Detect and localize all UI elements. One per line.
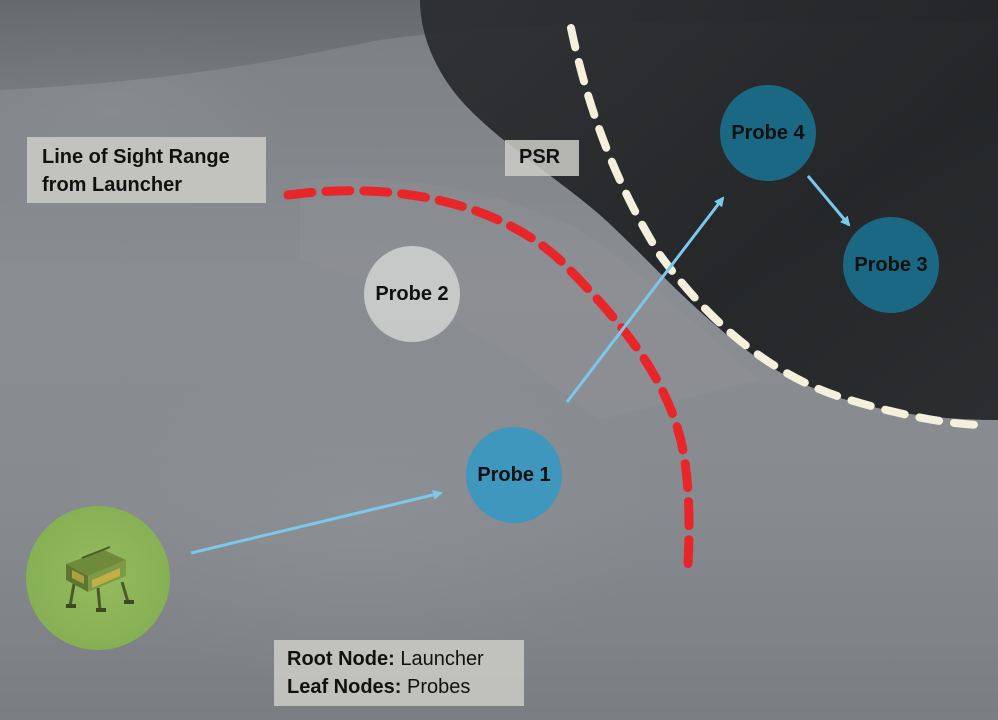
line-of-sight-boundary <box>283 186 694 570</box>
legend-leaf-row: Leaf Nodes: Probes <box>287 673 524 701</box>
arrow-launcher-to-probe-1 <box>190 490 443 555</box>
legend-root-key: Root Node: <box>287 648 395 670</box>
probe-3-node: Probe 3 <box>843 217 939 313</box>
line-of-sight-label-line-1: Line of Sight Range <box>42 146 230 168</box>
legend-root-value: Launcher <box>394 648 484 670</box>
arrow-probe-1-to-probe-4 <box>565 196 725 403</box>
line-of-sight-label-line-2: from Launcher <box>42 174 183 196</box>
legend-leaf-value: Probes <box>401 676 471 698</box>
lander-icon <box>66 546 134 612</box>
psr-label: PSR <box>505 140 579 176</box>
probe-4-node: Probe 4 <box>720 85 816 181</box>
psr-boundary <box>567 24 989 429</box>
probe-1-node: Probe 1 <box>466 427 562 523</box>
line-of-sight-label: Line of Sight Range from Launcher <box>27 137 266 203</box>
arrow-probe-4-to-probe-3 <box>806 175 851 227</box>
legend-box: Root Node: Launcher Leaf Nodes: Probes <box>274 640 524 706</box>
legend-leaf-key: Leaf Nodes: <box>287 676 402 698</box>
probe-4-label: Probe 4 <box>731 121 805 144</box>
probe-1-label: Probe 1 <box>477 463 551 486</box>
probe-2-node: Probe 2 <box>364 246 460 342</box>
legend-root-row: Root Node: Launcher <box>287 645 524 673</box>
probe-3-label: Probe 3 <box>854 253 928 276</box>
probe-2-label: Probe 2 <box>375 282 449 305</box>
psr-shadow-region <box>420 0 998 420</box>
launcher-node <box>26 506 170 650</box>
